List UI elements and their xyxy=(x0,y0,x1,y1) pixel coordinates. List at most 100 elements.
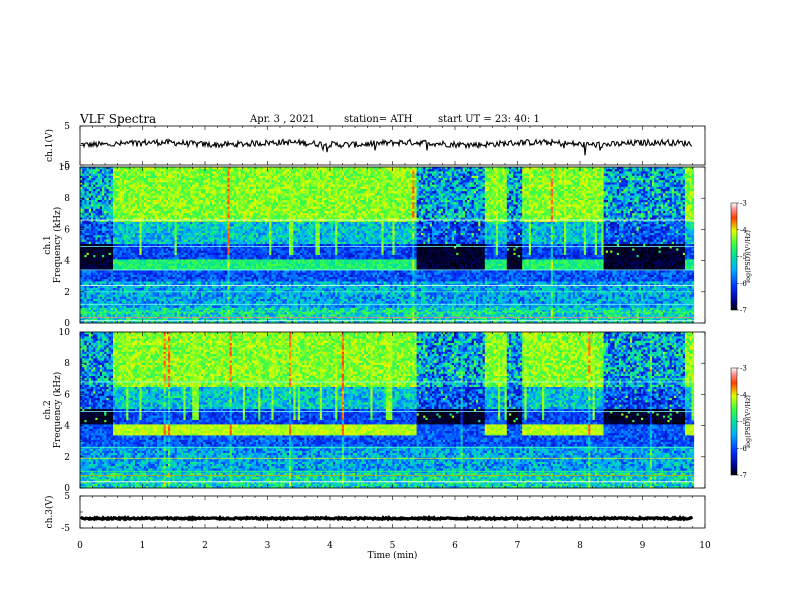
spectrogram-cell xyxy=(102,204,105,207)
spectrogram-cell xyxy=(194,211,197,214)
spectrogram-cell xyxy=(174,318,178,322)
spectrogram-cell xyxy=(225,250,228,254)
spectrogram-cell xyxy=(157,312,160,315)
spectrogram-cell xyxy=(88,288,92,291)
spectrogram-cell xyxy=(95,259,98,262)
spectrogram-cell xyxy=(104,250,107,254)
spectrogram-cell xyxy=(108,213,112,216)
spectrogram-cell xyxy=(192,294,195,298)
spectrogram-cell xyxy=(141,274,145,278)
spectrogram-cell xyxy=(124,204,127,207)
spectrogram-cell xyxy=(97,178,101,181)
spectrogram-cell xyxy=(110,296,114,300)
spectrogram-cell xyxy=(95,224,98,227)
spectrogram-cell xyxy=(82,235,85,238)
spectrogram-cell xyxy=(181,314,184,317)
spectrogram-cell xyxy=(80,226,83,229)
spectrogram-cell xyxy=(227,285,230,289)
spectrogram-cell xyxy=(102,305,105,309)
spectrogram-cell xyxy=(139,250,142,254)
spectrogram-cell xyxy=(121,169,125,172)
spectrogram-cell xyxy=(185,189,189,192)
spectrogram-cell xyxy=(139,208,142,212)
spectrogram-cell xyxy=(150,241,153,245)
spectrogram-cell xyxy=(141,285,145,289)
spectrogram-cell xyxy=(97,281,101,284)
spectrogram-cell xyxy=(205,237,208,240)
spectrogram-cell xyxy=(99,257,103,260)
spectrogram-cell xyxy=(190,208,193,212)
spectrogram-cell xyxy=(128,294,131,298)
spectrogram-cell xyxy=(176,270,180,273)
spectrogram-cell xyxy=(196,292,200,295)
spectrogram-cell xyxy=(93,288,96,291)
spectrogram-cell xyxy=(218,233,222,236)
spectrogram-cell xyxy=(203,206,206,210)
spectrogram-cell xyxy=(104,301,107,304)
spectrogram-cell xyxy=(124,259,127,262)
spectrogram-cell xyxy=(86,321,90,324)
spectrogram-cell xyxy=(128,195,131,199)
spectrogram-cell xyxy=(227,281,230,284)
spectrogram-cell xyxy=(161,200,164,203)
spectrogram-cell xyxy=(209,202,213,205)
spectrogram-cell xyxy=(124,213,127,216)
spectrogram-cell xyxy=(124,263,127,267)
spectrogram-cell xyxy=(119,310,123,313)
spectrogram-cell xyxy=(214,257,217,260)
spectrogram-cell xyxy=(84,230,87,234)
spectrogram-cell xyxy=(229,233,233,236)
spectrogram-cell xyxy=(225,261,228,265)
spectrogram-cell xyxy=(121,241,125,245)
spectrogram-cell xyxy=(130,310,134,313)
spectrogram-cell xyxy=(106,255,109,258)
spectrogram-cell xyxy=(214,314,217,317)
spectrogram-cell xyxy=(203,312,206,315)
spectrogram-cell xyxy=(113,310,116,313)
spectrogram-cell xyxy=(209,257,213,260)
spectrogram-cell xyxy=(183,268,186,271)
spectrogram-cell xyxy=(229,228,233,232)
spectrogram-cell xyxy=(146,321,149,324)
spectrogram-cell xyxy=(201,274,204,278)
spectrogram-cell xyxy=(110,248,114,251)
spectrogram-cell xyxy=(218,230,222,234)
spectrogram-cell xyxy=(172,281,175,284)
spectrogram-cell xyxy=(179,186,182,190)
spectrogram-cell xyxy=(209,211,213,214)
spectrogram-cell xyxy=(159,292,162,295)
spectrogram-cell xyxy=(93,259,96,262)
spectrogram-cell xyxy=(117,283,120,287)
spectrogram-cell xyxy=(82,208,85,212)
spectrogram-cell xyxy=(135,197,138,201)
spectrogram-cell xyxy=(176,266,180,269)
spectrogram-cell xyxy=(126,233,129,236)
spectrogram-cell xyxy=(97,301,101,304)
spectrogram-cell xyxy=(218,241,222,245)
spectrogram-cell xyxy=(216,252,219,256)
spectrogram-cell xyxy=(163,292,167,295)
spectrogram-cell xyxy=(218,248,222,251)
spectrogram-cell xyxy=(168,180,171,183)
spectrogram-cell xyxy=(115,215,118,218)
spectrogram-cell xyxy=(141,239,145,243)
spectrogram-cell xyxy=(190,250,193,254)
spectrogram-cell xyxy=(110,180,114,183)
spectrogram-cell xyxy=(80,197,83,201)
spectrogram-cell xyxy=(152,321,156,324)
spectrogram-cell xyxy=(227,244,230,247)
spectrogram-cell xyxy=(146,292,149,295)
spectrogram-cell xyxy=(216,270,219,273)
spectrogram-cell xyxy=(165,193,169,196)
spectrogram-cell xyxy=(170,235,173,238)
spectrogram-cell xyxy=(212,270,215,273)
spectrogram-cell xyxy=(170,175,173,179)
spectrogram-cell xyxy=(192,233,195,236)
spectrogram-cell xyxy=(176,173,180,177)
spectrogram-cell xyxy=(128,175,131,179)
spectrogram-cell xyxy=(163,175,167,179)
spectrogram-cell xyxy=(93,310,96,313)
spectrogram-cell xyxy=(99,197,103,201)
spectrogram-cell xyxy=(139,228,142,232)
spectrogram-cell xyxy=(163,186,167,190)
